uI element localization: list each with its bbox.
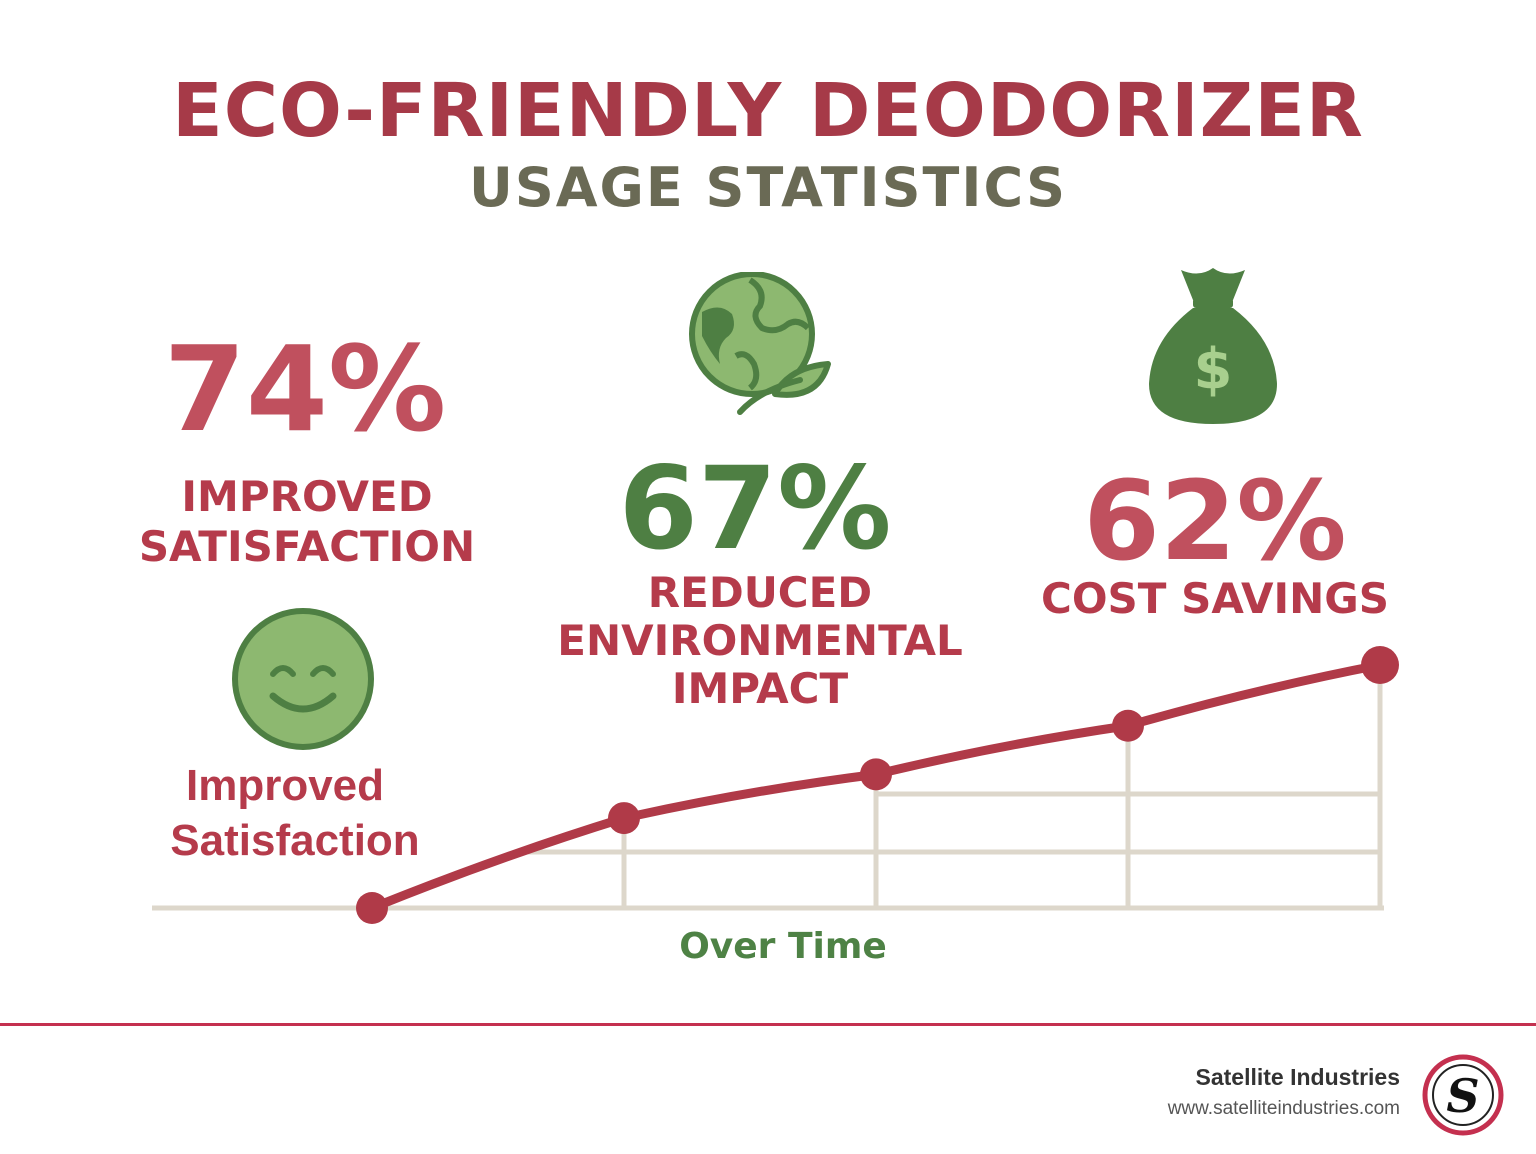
satellite-logo: S	[1422, 1054, 1504, 1136]
stat-environment-label-line2: ENVIRONMENTAL	[557, 616, 963, 665]
chart-point	[860, 758, 892, 791]
chart-point	[608, 802, 640, 835]
globe-leaf-icon	[689, 272, 831, 415]
stat-satisfaction-label-line1: IMPROVED	[181, 472, 433, 521]
satisfaction-caption-line1: Improved	[185, 761, 385, 810]
brand-name: Satellite Industries	[1195, 1064, 1400, 1090]
brand-url[interactable]: www.satelliteindustries.com	[1167, 1098, 1400, 1119]
x-axis-label: Over Time	[679, 926, 887, 967]
smiley-face-icon	[232, 608, 374, 750]
chart-point	[1361, 646, 1399, 684]
page-subtitle: USAGE STATISTICS	[469, 156, 1067, 219]
stat-environment-value: 67%	[618, 442, 892, 575]
satisfaction-caption-line2: Satisfaction	[170, 816, 420, 865]
stat-satisfaction-value: 74%	[163, 320, 447, 458]
logo-letter: S	[1446, 1069, 1479, 1123]
stat-cost-label: COST SAVINGS	[1041, 574, 1389, 623]
footer-divider	[0, 1023, 1536, 1026]
stat-satisfaction-label-line2: SATISFACTION	[138, 522, 476, 571]
stat-cost-value: 62%	[1083, 457, 1347, 585]
svg-text:$: $	[1194, 337, 1233, 402]
stat-environment-label-line3: IMPACT	[671, 664, 849, 713]
page-title: ECO-FRIENDLY DEODORIZER	[172, 68, 1364, 154]
chart-point	[356, 892, 388, 924]
money-bag-icon: $	[1149, 268, 1277, 424]
stat-environment-label-line1: REDUCED	[647, 568, 873, 617]
chart-point	[1112, 709, 1144, 742]
